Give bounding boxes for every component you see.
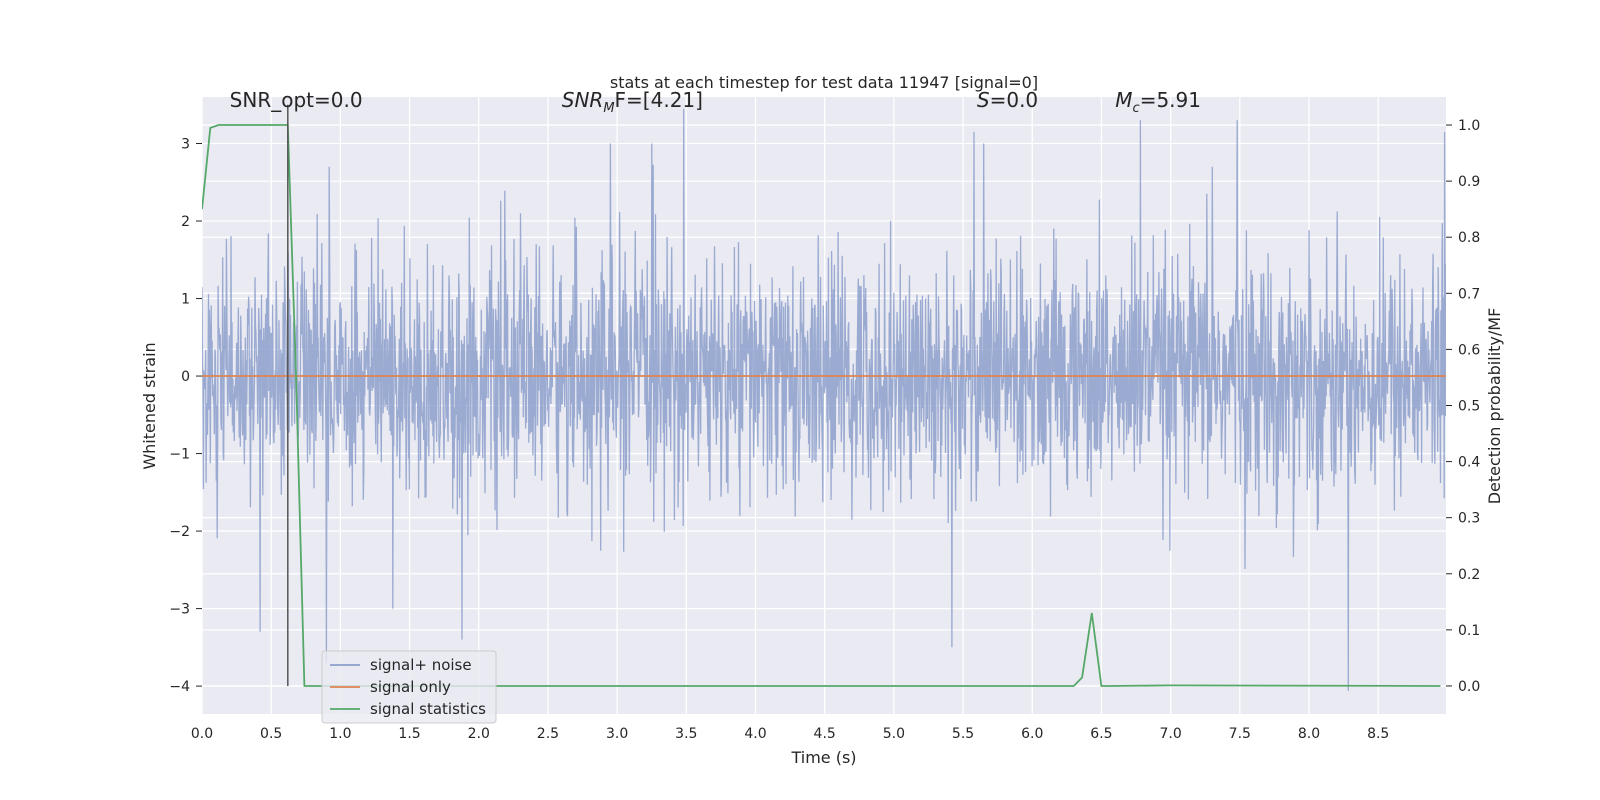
y2-tick-label: 0.7 bbox=[1458, 286, 1480, 302]
x-tick-label: 7.0 bbox=[1159, 726, 1181, 742]
y-tick-label: −3 bbox=[169, 602, 190, 618]
y-tick-label: −4 bbox=[169, 679, 190, 695]
x-tick-label: 0.5 bbox=[260, 726, 282, 742]
y2-tick-label: 0.1 bbox=[1458, 623, 1480, 639]
y2-axis-label: Detection probability/MF bbox=[1485, 308, 1504, 505]
x-tick-label: 1.0 bbox=[329, 726, 351, 742]
x-tick-label: 6.5 bbox=[1090, 726, 1112, 742]
plot-area bbox=[202, 104, 1446, 691]
y2-tick-label: 0.6 bbox=[1458, 342, 1480, 358]
legend-label-signal-only: signal only bbox=[370, 678, 451, 696]
annotation-mc: Mc=5.91 bbox=[1115, 88, 1201, 116]
series-line-signal-statistics bbox=[202, 124, 1441, 687]
y-tick-label: 2 bbox=[181, 214, 190, 230]
y2-axis-ticks: 1.0 0.9 0.8 0.7 0.6 0.5 0.4 0.3 0.2 0.1 0.0 bbox=[1446, 118, 1480, 695]
x-tick-label: 3.5 bbox=[675, 726, 697, 742]
annotation-s-stat: S=0.0 bbox=[977, 88, 1038, 112]
legend-box bbox=[321, 650, 497, 724]
y2-tick-label: 0.2 bbox=[1458, 567, 1480, 583]
x-axis-ticks: 0.0 0.5 1.0 1.5 2.0 2.5 3.0 3.5 4.0 4.5 5.0 5.5 6.0 6… bbox=[191, 726, 1389, 742]
y-axis-label: Whitened strain bbox=[140, 342, 159, 469]
x-tick-label: 0.0 bbox=[191, 726, 213, 742]
x-tick-label: 2.5 bbox=[537, 726, 559, 742]
y-tick-label: −2 bbox=[169, 524, 190, 540]
x-axis-label: Time (s) bbox=[790, 748, 856, 767]
legend: signal+ noise signal only signal statistic… bbox=[321, 650, 497, 724]
annotation-snr-opt: SNR_opt=0.0 bbox=[230, 88, 363, 112]
y2-tick-label: 0.0 bbox=[1458, 679, 1480, 695]
y2-tick-label: 0.4 bbox=[1458, 455, 1480, 471]
y2-tick-label: 0.9 bbox=[1458, 174, 1480, 190]
x-tick-label: 8.0 bbox=[1298, 726, 1320, 742]
series-group bbox=[202, 104, 1446, 691]
x-tick-label: 4.5 bbox=[814, 726, 836, 742]
x-tick-label: 4.0 bbox=[744, 726, 766, 742]
x-tick-label: 3.0 bbox=[606, 726, 628, 742]
y-axis-ticks: 3 2 1 0 −1 −2 −3 −4 bbox=[169, 137, 202, 695]
x-tick-label: 5.5 bbox=[952, 726, 974, 742]
x-tick-label: 1.5 bbox=[398, 726, 420, 742]
series-line-signal-noise bbox=[202, 108, 1446, 691]
x-tick-label: 2.0 bbox=[468, 726, 490, 742]
annotation-snr-mf: SNRMF=[4.21] bbox=[562, 88, 703, 116]
y2-tick-label: 1.0 bbox=[1458, 118, 1480, 134]
legend-label-signal-noise: signal+ noise bbox=[370, 656, 472, 674]
x-tick-label: 8.5 bbox=[1367, 726, 1389, 742]
x-tick-label: 7.5 bbox=[1229, 726, 1251, 742]
chart-title: stats at each timestep for test data 119… bbox=[610, 73, 1038, 92]
y2-tick-label: 0.3 bbox=[1458, 511, 1480, 527]
x-tick-label: 6.0 bbox=[1021, 726, 1043, 742]
y-tick-label: −1 bbox=[169, 447, 190, 463]
y2-tick-label: 0.8 bbox=[1458, 230, 1480, 246]
y-tick-label: 1 bbox=[181, 292, 190, 308]
legend-label-signal-statistics: signal statistics bbox=[370, 700, 486, 718]
y2-tick-label: 0.5 bbox=[1458, 399, 1480, 415]
x-tick-label: 5.0 bbox=[883, 726, 905, 742]
y-tick-label: 3 bbox=[181, 137, 190, 153]
legend-items: signal+ noise signal only signal statistic… bbox=[330, 656, 486, 718]
y-tick-label: 0 bbox=[181, 369, 190, 385]
annotations: SNR_opt=0.0 SNRMF=[4.21] S=0.0 Mc=5.91 bbox=[230, 88, 1201, 116]
